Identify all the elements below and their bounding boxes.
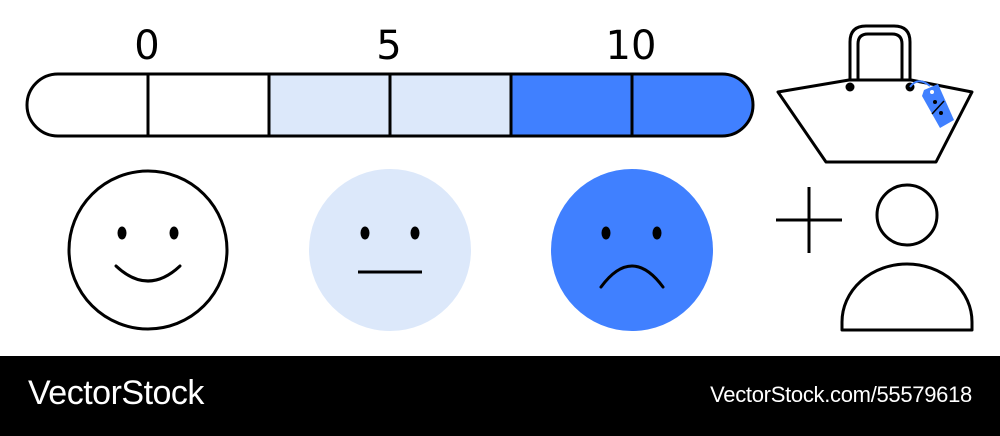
scale-segment	[269, 74, 390, 136]
scale-segment	[148, 74, 269, 136]
watermark-footer: VectorStock VectorStock.com/55579618	[0, 356, 1000, 436]
neutral-face-icon	[309, 169, 471, 331]
plus-icon	[776, 187, 842, 253]
price-tag-icon	[909, 80, 954, 128]
watermark-brand: VectorStock	[28, 374, 204, 412]
scale-label-10: 10	[605, 23, 657, 69]
scale-segment	[632, 74, 753, 136]
illustration-svg	[25, 24, 974, 332]
scale-segment	[27, 74, 148, 136]
sad-face-icon	[551, 169, 713, 331]
scale-segment	[390, 74, 511, 136]
shopping-bag-icon	[776, 24, 974, 164]
scale-segment	[511, 74, 632, 136]
rating-scale-bar	[25, 72, 755, 138]
user-icon	[840, 183, 974, 332]
scale-label-5: 5	[376, 23, 402, 69]
illustration: 0 5 10	[25, 23, 974, 332]
happy-face-icon	[67, 169, 229, 331]
watermark-image-id: VectorStock.com/55579618	[710, 382, 972, 407]
scale-label-0: 0	[134, 23, 160, 69]
